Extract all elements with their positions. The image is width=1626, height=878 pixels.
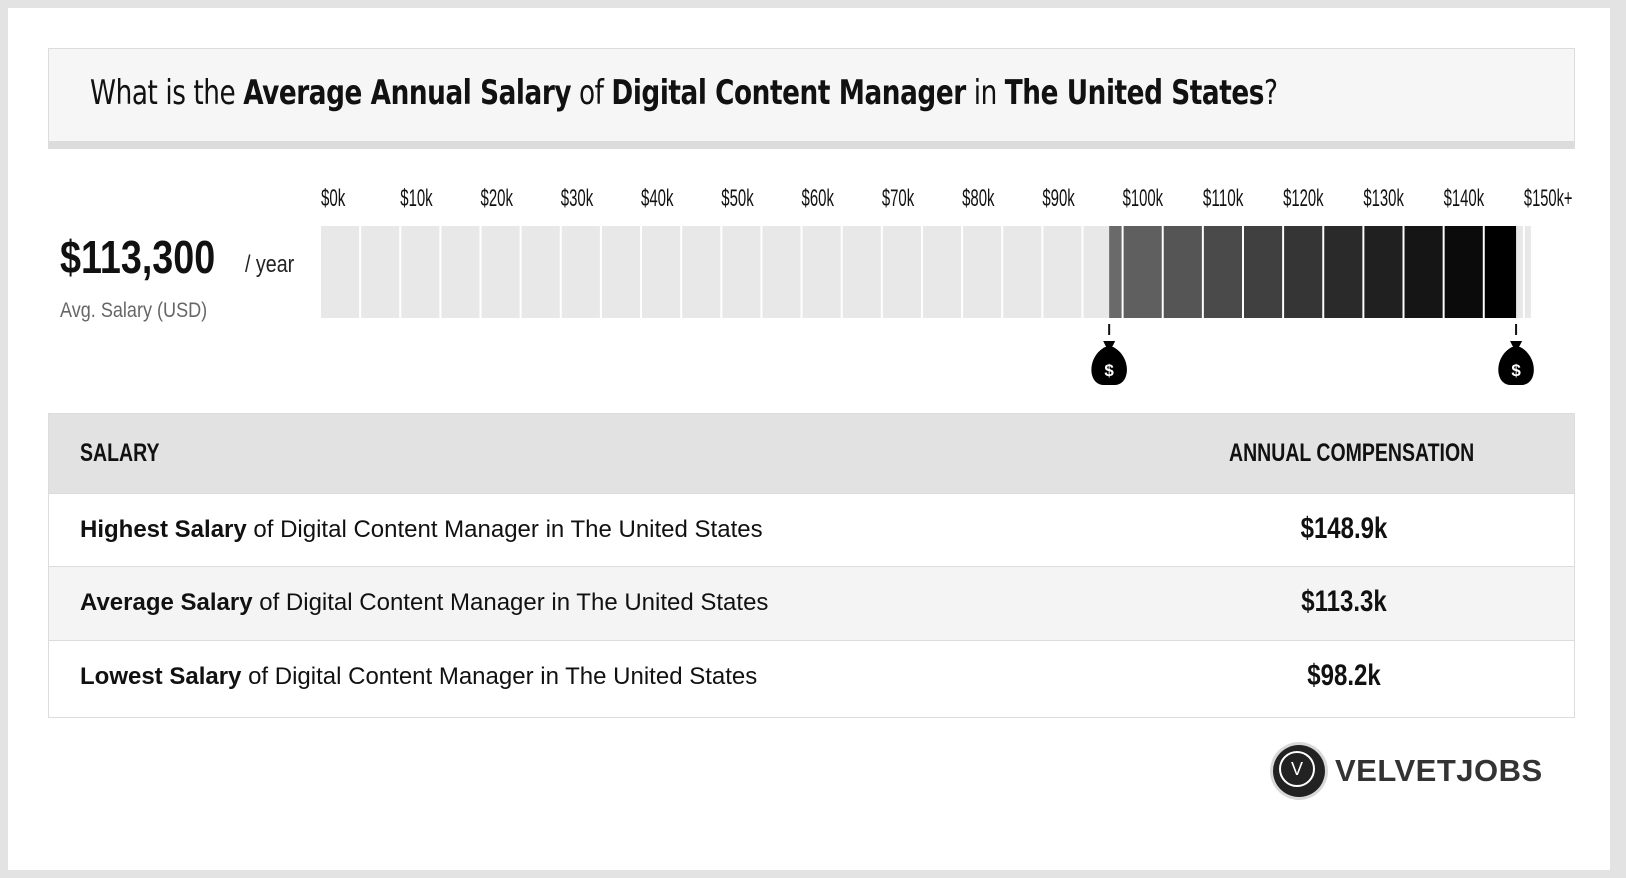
bar-cell-empty (882, 226, 921, 318)
bar-cell-empty (1043, 226, 1082, 318)
bar-tail (1524, 226, 1531, 318)
bar-cell-empty (401, 226, 440, 318)
logo-mark-letter: V (1279, 751, 1315, 787)
bar-range-segment (1484, 226, 1517, 318)
bar-cell-empty (963, 226, 1002, 318)
row-value: $113.3k (1301, 585, 1387, 618)
logo-wordmark: VELVETJOBS (1335, 753, 1543, 788)
average-salary-value: $113,300 (60, 231, 216, 283)
bar-cell-empty (842, 226, 881, 318)
x-tick-label: $120k (1283, 185, 1324, 212)
money-bag-icon: $ (1498, 324, 1534, 385)
x-tick-label: $50k (721, 185, 754, 212)
row-label-rest: of Digital Content Manager in The United… (252, 589, 769, 616)
bar-range-segment (1284, 226, 1323, 318)
table-row-highest: Highest Salary of Digital Content Manage… (49, 493, 1574, 567)
bar-cell-empty (1003, 226, 1042, 318)
x-tick-label: $90k (1042, 185, 1075, 212)
row-label-bold: Average Salary (80, 589, 253, 616)
bar-cell-empty (601, 226, 641, 318)
bar-cell-empty (481, 226, 520, 318)
x-tick-label: $110k (1203, 185, 1244, 212)
row-label-rest: of Digital Content Manager in The United… (246, 516, 763, 543)
salary-caption: Avg. Salary (USD) (60, 299, 208, 322)
infographic-card: What is the Average Annual Salary of Dig… (8, 8, 1610, 870)
x-tick-label: $140k (1444, 185, 1485, 212)
x-tick-label: $40k (641, 185, 674, 212)
salary-unit: / year (245, 251, 295, 278)
x-tick-label: $0k (321, 185, 346, 212)
bar-cell-empty (361, 226, 400, 318)
svg-text:$: $ (1511, 361, 1521, 380)
bar-range-segment (1364, 226, 1403, 318)
x-tick-label: $150k+ (1524, 185, 1573, 212)
bar-cell-empty (441, 226, 480, 318)
bar-cell-empty (561, 226, 600, 318)
row-value: $98.2k (1307, 659, 1381, 692)
header-salary: SALARY (80, 439, 160, 467)
row-label: Highest Salary of Digital Content Manage… (80, 516, 763, 544)
x-tick-label: $130k (1363, 185, 1404, 212)
bar-range-segment (1444, 226, 1483, 318)
bar-range-segment (1404, 226, 1443, 318)
bar-cell-empty (762, 226, 801, 318)
bar-range-segment (1109, 226, 1122, 318)
x-tick-label: $30k (561, 185, 594, 212)
bar-range-segment (1123, 226, 1162, 318)
row-value: $148.9k (1300, 512, 1388, 545)
x-tick-label: $70k (882, 185, 915, 212)
money-bag-icon: $ (1091, 324, 1127, 385)
title-of: of (571, 73, 612, 113)
title-metric: Average Annual Salary (243, 73, 572, 113)
header-annual-compensation: ANNUAL COMPENSATION (1229, 439, 1475, 467)
table-row-average: Average Salary of Digital Content Manage… (49, 566, 1574, 640)
bar-cell-empty (521, 226, 560, 318)
velvetjobs-logo: V VELVETJOBS (1273, 745, 1573, 801)
row-label: Lowest Salary of Digital Content Manager… (80, 663, 757, 691)
title-suffix: ? (1264, 73, 1278, 113)
x-tick-label: $20k (481, 185, 514, 212)
bar-range-segment (1203, 226, 1242, 318)
row-label: Average Salary of Digital Content Manage… (80, 589, 768, 617)
x-tick-label: $10k (400, 185, 433, 212)
salary-table: SALARY ANNUAL COMPENSATION Highest Salar… (48, 413, 1575, 718)
table-header: SALARY ANNUAL COMPENSATION (49, 414, 1574, 493)
bar-cell-empty (802, 226, 841, 318)
title-job: Digital Content Manager (611, 73, 966, 113)
bar-range-segment (1163, 226, 1202, 318)
bar-cell-empty (922, 226, 962, 318)
row-label-bold: Highest Salary (80, 516, 247, 543)
logo-mark-icon: V (1273, 745, 1325, 797)
bar-range-segment (1324, 226, 1363, 318)
bar-cell-empty (321, 226, 360, 318)
x-tick-label: $60k (802, 185, 835, 212)
title-prefix: What is the (90, 73, 244, 113)
x-tick-label: $100k (1123, 185, 1164, 212)
bar-cell-empty (682, 226, 721, 318)
page-title: What is the Average Annual Salary of Dig… (90, 73, 1278, 113)
headline-underline (48, 141, 1575, 149)
salary-range-chart: $0k $10k $20k $30k $40k $50k $60k $70k $80k $90k $… (321, 185, 1573, 385)
table-row-lowest: Lowest Salary of Digital Content Manager… (49, 640, 1574, 714)
title-in: in (965, 73, 1005, 113)
row-label-bold: Lowest Salary (80, 663, 242, 690)
x-tick-label: $80k (962, 185, 995, 212)
title-location: The United States (1004, 73, 1265, 113)
bar-range-segment (1243, 226, 1283, 318)
bar-cell-empty (642, 226, 681, 318)
headline-box: What is the Average Annual Salary of Dig… (48, 48, 1575, 149)
bar-cell-empty (722, 226, 761, 318)
row-label-rest: of Digital Content Manager in The United… (241, 663, 758, 690)
svg-text:$: $ (1104, 361, 1114, 380)
